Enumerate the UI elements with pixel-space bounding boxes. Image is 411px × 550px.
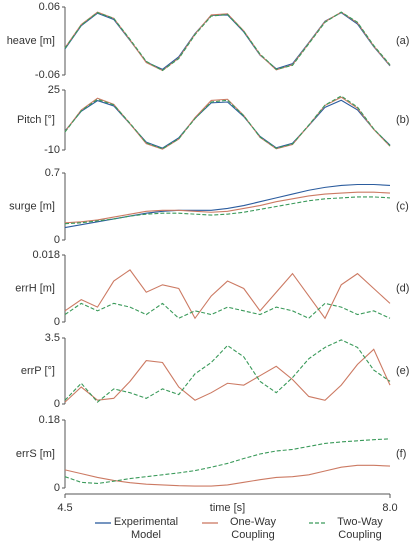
panel-label: (a) [396,35,409,47]
series-line [64,12,391,70]
y-tick-label: 3.5 [45,332,60,344]
legend-swatch [309,522,325,524]
series-line [64,96,391,150]
y-tick-label: 0.06 [39,1,60,13]
panel-label: (b) [396,114,409,126]
x-tick-label: 4.5 [57,502,72,514]
legend-label: Two-Way Coupling [337,516,383,541]
y-axis-label: errP [°] [21,365,55,377]
legend-label: One-Way Coupling [229,516,277,541]
legend-entry: One-Way Coupling [202,516,288,542]
series-line [64,191,391,224]
y-tick-label: -0.06 [35,69,60,81]
series-line [64,269,391,320]
legend-swatch [95,522,111,524]
y-tick-label: 0 [54,482,60,494]
x-tick-label: 8.0 [382,502,397,514]
y-tick-label: 0.18 [39,414,60,426]
legend-entry: Experimental Model [95,516,181,542]
series-line [64,348,391,403]
series-line [64,11,391,72]
series-line [64,196,391,225]
legend-label: Experimental Model [113,516,179,541]
series-line [64,11,391,72]
y-axis-label: errH [m] [15,282,55,294]
series-line [64,438,391,485]
y-tick-label: 25 [48,84,60,96]
panel-label: (c) [396,200,409,212]
y-axis-label: heave [m] [7,35,55,47]
legend-swatch [202,522,218,524]
series-line [64,302,391,319]
legend: Experimental Model One-Way Coupling Two-Wa… [95,516,395,542]
x-axis-label: time [s] [210,502,245,514]
series-line [64,464,391,487]
y-tick-label: 0 [54,234,60,246]
y-axis-label: surge [m] [9,200,55,212]
y-tick-label: 0 [54,316,60,328]
y-tick-label: 0 [54,398,60,410]
y-axis-label: Pitch [°] [17,114,55,126]
panel-label: (d) [396,282,409,294]
series-line [64,339,391,403]
panel-label: (f) [396,448,406,460]
y-tick-label: -10 [44,144,60,156]
panel-label: (e) [396,365,409,377]
y-axis-label: errS [m] [16,448,55,460]
series-line [64,99,391,149]
y-tick-label: 0.7 [45,167,60,179]
y-tick-label: 0.018 [32,249,60,261]
legend-entry: Two-Way Coupling [309,516,395,542]
series-line [64,183,391,229]
